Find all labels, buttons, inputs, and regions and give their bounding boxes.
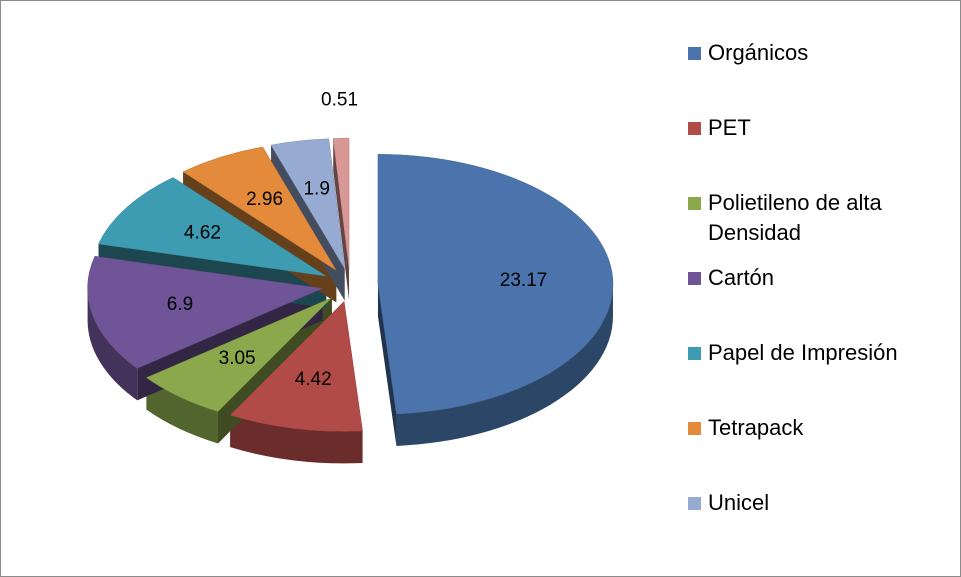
slice xyxy=(145,297,332,412)
slice-side xyxy=(230,415,363,464)
slice-side xyxy=(377,284,397,446)
legend-label: Cartón xyxy=(708,265,775,290)
data-label: 1.9 xyxy=(303,178,329,199)
legend-swatch xyxy=(688,197,701,210)
slice xyxy=(98,177,327,277)
legend-label: PET xyxy=(708,115,751,140)
legend-entry: Cartón xyxy=(688,263,948,338)
legend-swatch xyxy=(688,122,701,135)
data-label: 4.62 xyxy=(184,223,221,244)
data-label: 0.51 xyxy=(321,89,358,110)
legend-label: Papel de Impresión xyxy=(708,340,898,365)
legend-swatch xyxy=(688,497,701,510)
slice xyxy=(377,154,614,415)
legend-entry: Unicel xyxy=(688,488,948,563)
legend-label: Tetrapack xyxy=(708,415,804,440)
data-label: 4.42 xyxy=(295,369,332,390)
slice xyxy=(270,138,345,269)
data-label: 23.17 xyxy=(500,270,548,291)
slice-side xyxy=(396,284,613,446)
slice-side xyxy=(333,138,350,301)
slice xyxy=(229,300,363,432)
legend-entry: Tetrapack xyxy=(688,413,948,488)
legend-swatch xyxy=(688,272,701,285)
data-label: 2.96 xyxy=(246,189,283,210)
data-label: 6.9 xyxy=(167,294,193,315)
legend: Orgánicos PET Polietileno de alta Densidad… xyxy=(688,38,948,563)
slice-side xyxy=(87,288,138,401)
legend-swatch xyxy=(688,422,701,435)
legend-label: Orgánicos xyxy=(708,40,809,65)
slice xyxy=(332,137,350,269)
legend-swatch xyxy=(688,347,701,360)
slice xyxy=(87,255,324,369)
legend-entry: Orgánicos xyxy=(688,38,948,113)
legend-entry: Polietileno de alta Densidad xyxy=(688,188,948,263)
legend-swatch xyxy=(688,47,701,60)
legend-entry: PET xyxy=(688,113,948,188)
legend-label: Unicel xyxy=(708,490,770,515)
slice xyxy=(182,146,337,271)
data-label: 3.05 xyxy=(219,348,256,369)
slice-side xyxy=(146,377,218,444)
legend-entry: Papel de Impresión xyxy=(688,338,948,413)
legend-label: Polietileno de alta Densidad xyxy=(708,190,882,245)
